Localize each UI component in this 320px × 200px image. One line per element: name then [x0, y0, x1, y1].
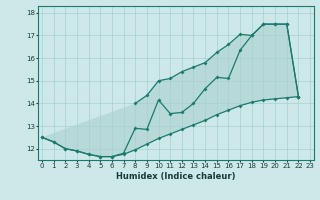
X-axis label: Humidex (Indice chaleur): Humidex (Indice chaleur): [116, 172, 236, 181]
Polygon shape: [42, 24, 299, 157]
